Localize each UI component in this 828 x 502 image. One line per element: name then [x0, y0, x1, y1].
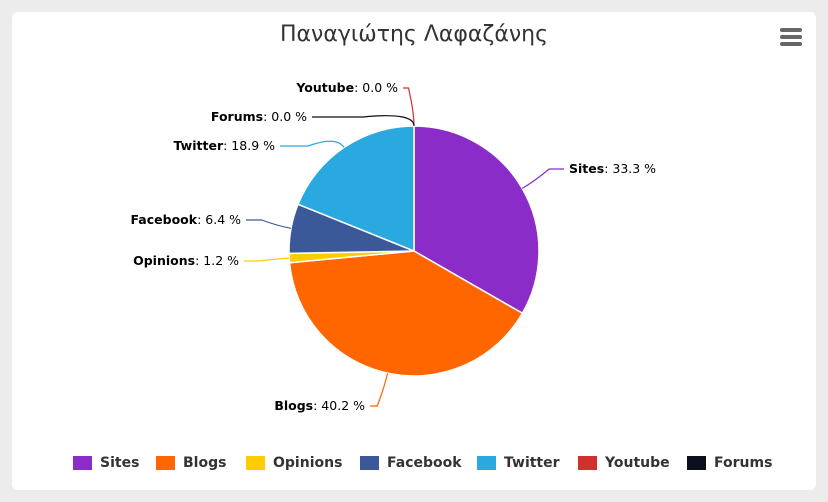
connector-forums — [312, 115, 415, 127]
connector-opinions — [244, 257, 290, 262]
connector-sites — [521, 168, 564, 189]
legend-item-twitter[interactable]: Twitter — [477, 452, 560, 474]
legend-swatch — [360, 456, 379, 470]
legend-label: Forums — [714, 455, 773, 471]
data-label-opinions: Opinions: 1.2 % — [133, 253, 239, 268]
legend-item-opinions[interactable]: Opinions — [246, 452, 342, 474]
legend-label: Facebook — [387, 455, 462, 471]
hamburger-menu-icon[interactable] — [780, 28, 802, 46]
pie-slice-sites[interactable] — [413, 125, 540, 315]
legend-swatch — [73, 456, 92, 470]
connector-blogs — [370, 373, 389, 407]
legend-swatch — [246, 456, 265, 470]
legend-swatch — [477, 456, 496, 470]
legend-swatch — [687, 456, 706, 470]
legend-label: Twitter — [504, 455, 560, 471]
legend-label: Opinions — [273, 455, 343, 471]
chart-title: Παναγιώτης Λαφαζάνης — [280, 22, 548, 47]
legend-label: Blogs — [183, 455, 227, 471]
legend-swatch — [156, 456, 175, 470]
connector-facebook — [246, 219, 292, 229]
pie-slice-blogs[interactable] — [288, 250, 524, 377]
legend-item-facebook[interactable]: Facebook — [360, 452, 462, 474]
data-label-youtube: Youtube: 0.0 % — [295, 80, 398, 95]
legend-item-sites[interactable]: Sites — [73, 452, 139, 474]
connector-twitter — [280, 140, 345, 148]
data-label-forums: Forums: 0.0 % — [211, 109, 307, 124]
data-label-blogs: Blogs: 40.2 % — [274, 398, 365, 413]
data-label-facebook: Facebook: 6.4 % — [131, 212, 242, 227]
legend-label: Sites — [100, 455, 140, 471]
legend-label: Youtube — [605, 455, 670, 471]
chart-legend: Sites Blogs Opinions Facebook Twitter Youtube… — [0, 452, 828, 474]
connector-youtube — [403, 87, 415, 127]
legend-item-forums[interactable]: Forums — [687, 452, 772, 474]
data-label-twitter: Twitter: 18.9 % — [174, 138, 276, 153]
data-label-sites: Sites: 33.3 % — [569, 161, 656, 176]
legend-swatch — [578, 456, 597, 470]
legend-item-youtube[interactable]: Youtube — [578, 452, 670, 474]
legend-item-blogs[interactable]: Blogs — [156, 452, 226, 474]
